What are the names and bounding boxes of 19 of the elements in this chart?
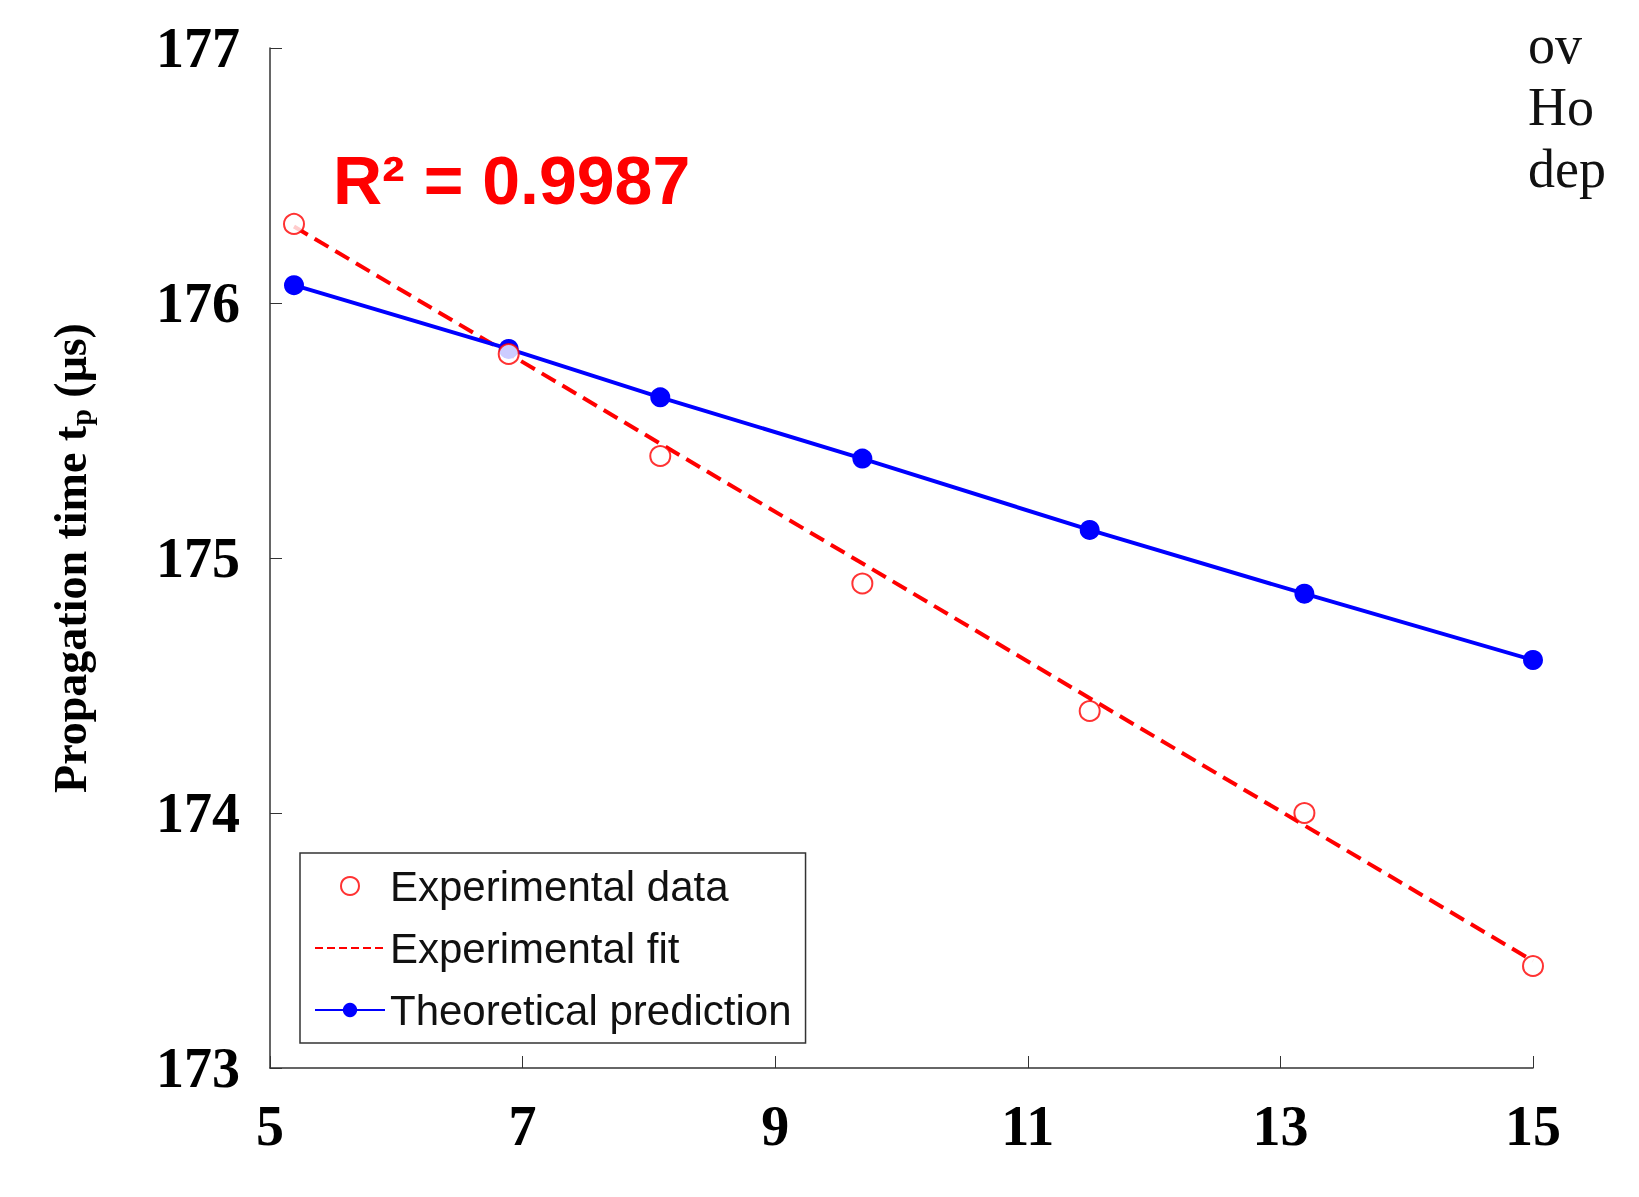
x-tick-label: 15: [1505, 1095, 1561, 1157]
annotation: ov: [1528, 15, 1582, 75]
legend-label: Experimental data: [390, 862, 730, 910]
x-tick-label: 11: [1001, 1095, 1055, 1157]
y-axis-title: Propagation time tp (μs): [44, 323, 97, 793]
annotation: dep: [1528, 139, 1606, 199]
x-tick-label: 9: [761, 1095, 790, 1157]
y-tick-label: 176: [156, 272, 240, 334]
annotation: Ho: [1528, 77, 1594, 137]
x-tick-label: 13: [1252, 1095, 1309, 1157]
x-tick-label: 7: [508, 1095, 537, 1157]
y-tick-label: 175: [156, 527, 240, 589]
annotation: R² = 0.9987: [333, 142, 691, 218]
y-tick-label: 177: [156, 17, 240, 79]
legend-label: Theoretical prediction: [390, 986, 792, 1034]
y-tick-label: 174: [156, 782, 240, 844]
legend-label: Experimental fit: [390, 924, 680, 972]
x-tick-label: 5: [256, 1095, 284, 1157]
y-tick-label: 173: [156, 1037, 240, 1099]
